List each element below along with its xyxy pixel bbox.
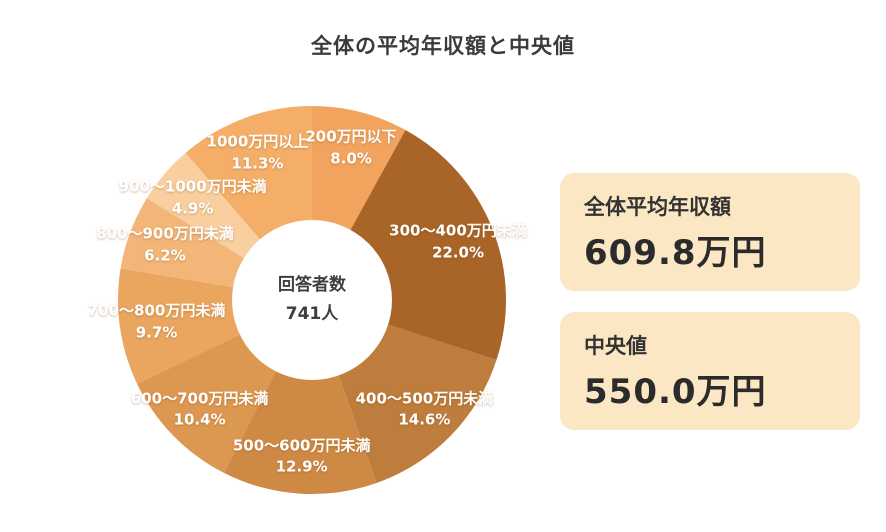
donut-center-label: 回答者数 741人 <box>278 271 346 329</box>
page-title: 全体の平均年収額と中央値 <box>311 34 575 58</box>
donut-chart-svg <box>117 106 506 495</box>
summary-cards: 全体平均年収額 609.8万円 中央値 550.0万円 <box>560 173 860 430</box>
average-income-value: 609.8万円 <box>584 232 767 273</box>
pie-slice-3 <box>223 300 377 495</box>
median-income-label: 中央値 <box>584 333 647 358</box>
donut-chart: 200万円以下 8.0% 300〜400万円未満 22.0% 400〜500万円未満 14… <box>88 100 527 500</box>
respondents-count: 741人 <box>285 304 339 324</box>
average-income-label: 全体平均年収額 <box>584 194 731 219</box>
average-income-card: 全体平均年収額 609.8万円 <box>560 173 860 291</box>
median-income-value: 550.0万円 <box>584 371 767 412</box>
respondents-label: 回答者数 <box>278 275 346 296</box>
donut-hole <box>232 220 392 380</box>
median-income-card: 中央値 550.0万円 <box>560 312 860 430</box>
